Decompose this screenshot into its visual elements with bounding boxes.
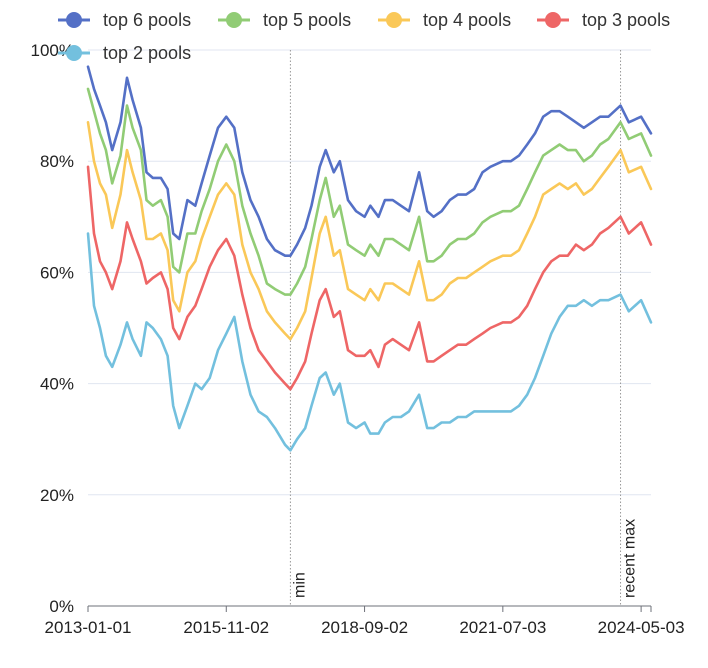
y-tick-label: 80% — [40, 152, 74, 171]
grid-lines — [88, 49, 651, 496]
series-line — [86, 65, 653, 257]
legend-marker — [226, 12, 242, 28]
legend[interactable]: top 6 pools top 5 pools top 4 pools top 3 p… — [58, 10, 670, 63]
marker-label: recent max — [622, 519, 639, 598]
axes: 0% 20% 40% 60% 80% 100% 2013-01-01 2015-11-02 20… — [31, 41, 685, 637]
series-lines — [86, 65, 653, 452]
marker-lines: min recent max — [289, 50, 639, 606]
legend-marker — [66, 12, 82, 28]
marker-label: min — [291, 572, 308, 598]
legend-label: top 6 pools — [103, 10, 191, 30]
legend-marker — [545, 12, 561, 28]
legend-item[interactable]: top 5 pools — [218, 10, 351, 30]
legend-item[interactable]: top 3 pools — [537, 10, 670, 30]
legend-item[interactable]: top 2 pools — [58, 43, 191, 63]
x-tick-label: 2015-11-02 — [183, 618, 269, 637]
series-line — [86, 165, 653, 391]
y-tick-label: 20% — [40, 486, 74, 505]
y-tick-label: 100% — [31, 41, 74, 60]
legend-label: top 2 pools — [103, 43, 191, 63]
legend-marker — [66, 45, 82, 61]
legend-item[interactable]: top 4 pools — [378, 10, 511, 30]
y-tick-label: 60% — [40, 263, 74, 282]
series-line — [86, 121, 653, 341]
legend-label: top 4 pools — [423, 10, 511, 30]
series-line — [86, 232, 653, 452]
y-tick-label: 40% — [40, 375, 74, 394]
series-line — [86, 87, 653, 296]
x-tick-label: 2018-09-02 — [321, 618, 408, 637]
legend-label: top 5 pools — [263, 10, 351, 30]
x-tick-label: 2024-05-03 — [598, 618, 685, 637]
y-tick-label: 0% — [49, 597, 74, 616]
legend-item[interactable]: top 6 pools — [58, 10, 191, 30]
x-tick-label: 2013-01-01 — [45, 618, 132, 637]
legend-label: top 3 pools — [582, 10, 670, 30]
x-tick-label: 2021-07-03 — [459, 618, 546, 637]
legend-marker — [386, 12, 402, 28]
